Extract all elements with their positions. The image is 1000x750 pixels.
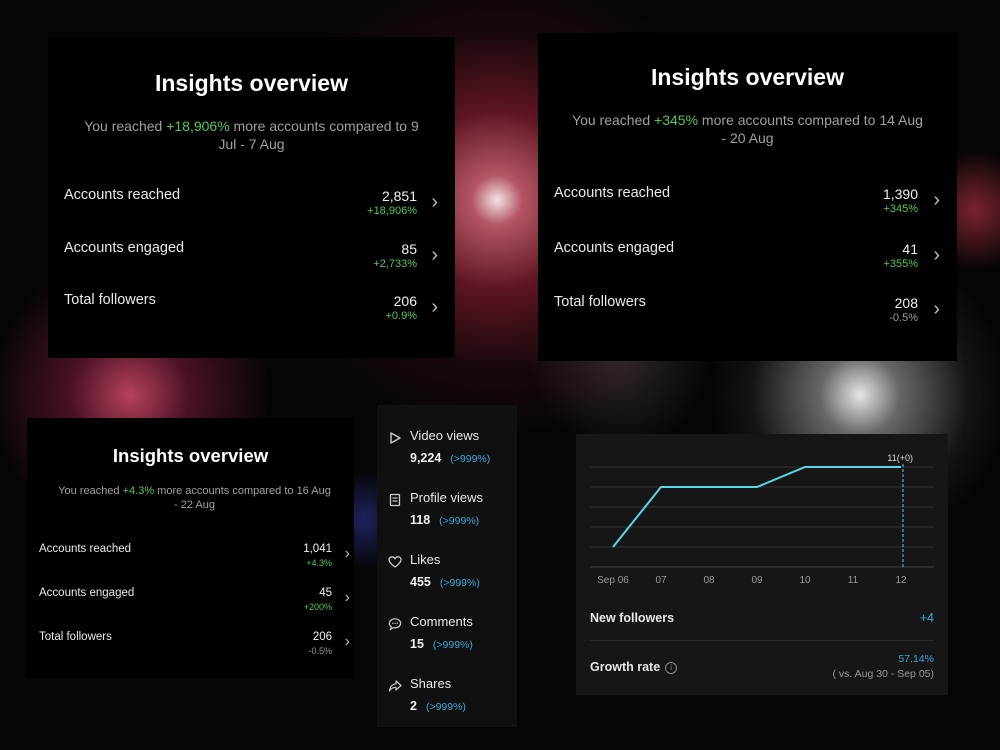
new-followers-chart-panel: 11(+0) Sep 06 07 08 09 10 11 12 New followers +… [576,434,948,695]
point-annotation: 11(+0) [887,453,913,463]
stat-profile-views[interactable]: Profile views 118 (>999%) [377,489,517,551]
stat-likes[interactable]: Likes 455 (>999%) [377,551,517,613]
chevron-right-icon[interactable]: › [431,244,438,266]
insights-overview-panel-2: Insights overview You reached +345% more… [538,33,957,361]
info-icon[interactable]: i [665,661,678,674]
new-followers-label: New followers [590,611,675,625]
content-stats-panel: Video views 9,224 (>999%) Profile views 1… [377,405,517,727]
chevron-right-icon[interactable]: › [344,545,350,562]
share-icon [388,680,402,692]
panel-title: Insights overview [650,64,844,90]
panel-subtitle: You reached +345% more accounts compared… [572,112,923,146]
stat-comments[interactable]: Comments 15 (>999%) [377,613,517,675]
chevron-right-icon[interactable]: › [431,296,438,318]
stat-video-views[interactable]: Video views 9,224 (>999%) [377,427,517,489]
new-followers-value: +4 [919,611,934,625]
heart-icon [388,556,402,568]
panel-subtitle: You reached +18,906% more accounts compa… [84,118,419,152]
comment-icon [388,618,402,631]
x-tick-label: 08 [703,575,715,586]
document-icon [389,493,401,507]
chevron-right-icon[interactable]: › [933,298,940,320]
chevron-right-icon[interactable]: › [431,191,438,213]
panel-subtitle: You reached +4.3% more accounts compared… [58,485,331,511]
chevron-right-icon[interactable]: › [344,633,350,650]
growth-rate-value: 57.14% [898,653,934,665]
growth-rate-label: Growth rate i [590,660,678,674]
x-tick-label: Sep 06 [597,575,629,586]
chevron-right-icon[interactable]: › [933,189,940,211]
panel-title: Insights overview [112,445,269,466]
x-tick-label: 11 [848,575,859,586]
divider [590,640,934,641]
chevron-right-icon[interactable]: › [344,589,350,606]
insights-overview-panel-3: Insights overview You reached +4.3% more… [27,418,354,678]
x-tick-label: 12 [895,575,907,586]
insights-overview-panel-1: Insights overview You reached +18,906% m… [48,37,455,358]
panel-title: Insights overview [154,70,348,96]
x-tick-label: 07 [655,575,667,586]
stat-shares[interactable]: Shares 2 (>999%) [377,675,517,737]
play-icon [390,432,401,444]
x-tick-label: 10 [799,575,811,586]
chevron-right-icon[interactable]: › [933,244,940,266]
followers-line-chart[interactable]: 11(+0) Sep 06 07 08 09 10 11 12 [576,434,948,594]
x-tick-label: 09 [751,575,763,586]
growth-rate-comparison: ( vs. Aug 30 - Sep 05) [832,668,934,680]
